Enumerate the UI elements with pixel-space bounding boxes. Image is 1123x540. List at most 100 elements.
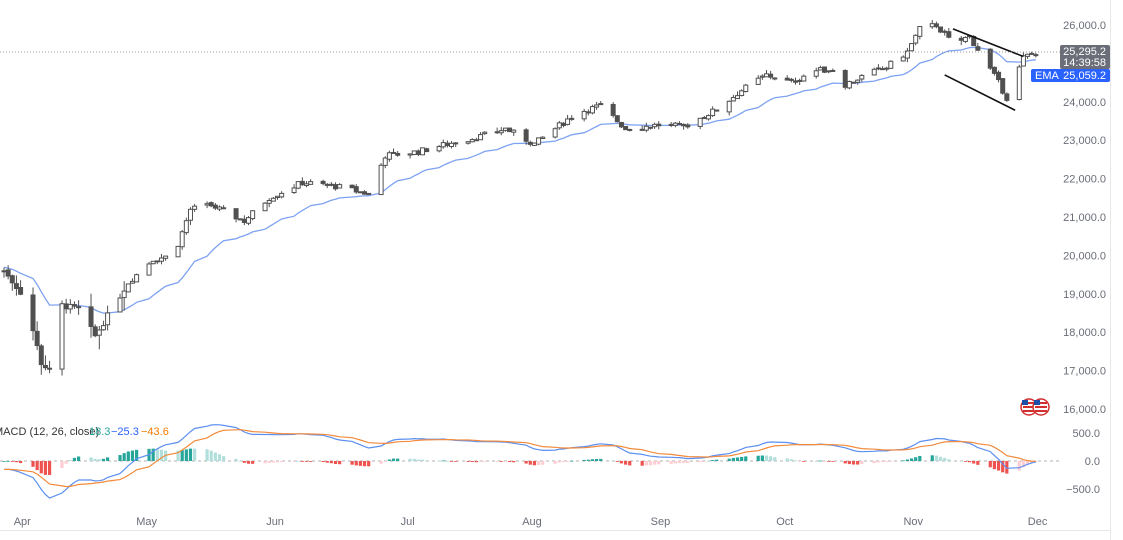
time-tick-label: Apr [14,516,31,528]
macd-hist-bar [798,461,802,462]
candle [643,122,649,133]
candle [333,182,339,191]
candle [859,74,865,82]
us-flag-icon[interactable] [1032,398,1050,416]
macd-hist-bar [760,455,764,461]
channel-lower-line[interactable] [944,74,1016,111]
macd-hist-bar [333,461,338,465]
macd-hist-bar [309,461,313,462]
candle [817,65,823,71]
candle [270,197,276,202]
candle [888,60,894,69]
candle [743,83,749,93]
candle [420,147,426,156]
macd-hist-bar [238,460,242,462]
candle [266,198,272,208]
candle [407,153,413,159]
macd-hist-bar [205,449,209,461]
macd-hist-bar [425,460,429,462]
macd-hist-bar [557,461,561,463]
macd-hist-bar [756,455,760,461]
candle [909,43,915,52]
macd-hist-bar [387,459,391,461]
candle [42,355,48,371]
candle [647,126,653,130]
macd-hist-bar [188,448,193,461]
candle [92,324,98,338]
candle [208,201,214,208]
candle [565,115,571,126]
candle [871,67,877,76]
time-axis: Apr May Jun Jul Aug Sep Oct Nov Dec [14,516,1048,528]
candle [353,184,359,194]
macd-hist-bar [31,461,35,467]
macd-hist-bar [263,461,267,464]
macd-hist-bar [362,461,367,467]
macd-hist-bar [847,461,851,465]
candle [444,140,450,148]
macd-hist-bar [122,453,126,461]
price-tick-label: 19,000.0 [1063,289,1106,301]
macd-hist-bar [292,461,296,462]
macd-hist-bar [930,455,934,461]
macd-hist-bar [532,461,537,466]
candle [842,69,848,90]
candle [797,78,803,85]
macd-hist-bar [644,461,648,466]
macd-hist-bar [358,461,362,466]
macd-hist-bar [234,458,238,461]
candle [175,245,181,258]
candle [366,192,372,195]
candle [701,115,707,120]
candle [569,115,575,121]
macd-hist-bar [967,461,972,463]
macd-legend: MACD (12, 26, close) 18.3 −25.3 −43.6 [0,426,169,438]
candle [685,123,691,129]
macd-hist-bar [553,461,557,464]
macd-hist-bar [528,461,532,465]
macd-hist-bar [350,461,354,465]
candle [63,298,69,314]
us-flag-events[interactable] [1020,398,1050,416]
macd-hist-bar [814,460,818,462]
macd-hist-bar [773,457,777,461]
macd-hist-bar [856,461,860,465]
candle [76,300,82,315]
candle [880,66,886,71]
candle [436,145,442,153]
candle [125,283,131,293]
time-tick-label: Aug [522,516,542,528]
candle [946,27,952,39]
macd-legend-macd: −25.3 [111,426,139,438]
price-tick-label: 18,000.0 [1063,327,1106,339]
candle [71,301,77,309]
macd-hist-bar [789,459,793,461]
candle [121,281,127,311]
us-flag-icon[interactable] [1020,398,1038,416]
macd-hist-bar [976,461,980,465]
candle [527,140,533,147]
macd-hist-bar [267,461,271,463]
candle [652,122,658,129]
macd-hist-bar [325,461,329,463]
time-axis-border [0,530,1110,531]
macd-hist-bar [478,461,483,462]
candle [5,265,11,280]
candle [552,127,558,139]
candle [378,163,384,196]
macd-hist-bar [338,461,342,465]
time-tick-label: Sep [651,516,671,528]
macd-hist-bar [10,461,14,462]
candle [1025,53,1031,59]
macd-hist-bar [682,461,686,464]
candle [105,305,111,331]
macd-hist-bar [68,460,72,461]
price-tags: 25,295.2 14:39:58 EMA 25,059.2 [0,45,1110,82]
candle [362,190,368,195]
macd-hist-bar [507,461,512,463]
ema-tag-name: EMA [1035,70,1060,82]
macd-hist-bar [536,461,541,466]
macd-hist-bar [1030,461,1034,463]
macd-legend-hist: 18.3 [89,426,110,438]
